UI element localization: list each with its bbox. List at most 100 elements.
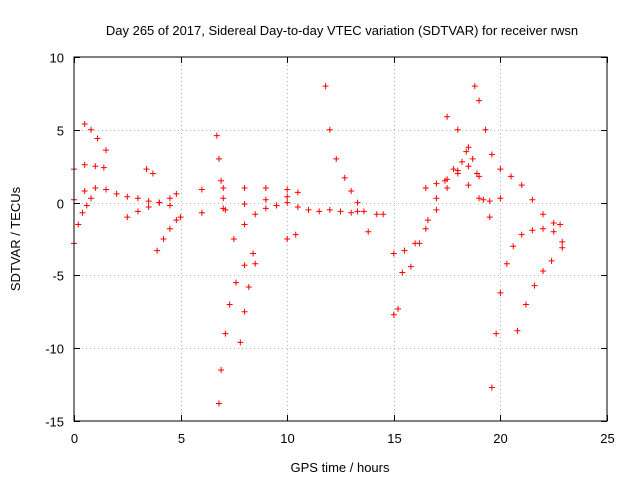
- data-point: [390, 250, 397, 257]
- data-point: [233, 279, 240, 286]
- x-tick-label: 20: [493, 431, 507, 446]
- data-point: [245, 284, 252, 291]
- data-point: [145, 198, 152, 205]
- data-point: [241, 262, 248, 269]
- data-point: [252, 211, 259, 218]
- data-point: [149, 170, 156, 177]
- data-point: [81, 120, 88, 127]
- tick-labels: 0 5 10 15 20 25 -15 -10 -5 0 5 10: [45, 51, 615, 447]
- x-tick-label: 15: [387, 431, 401, 446]
- data-point: [522, 301, 529, 308]
- data-point: [401, 247, 408, 254]
- data-point: [79, 209, 86, 216]
- x-tick-label: 25: [600, 431, 614, 446]
- data-point: [482, 126, 489, 133]
- data-point: [241, 185, 248, 192]
- y-tick-label: -5: [52, 269, 64, 284]
- data-point: [450, 166, 457, 173]
- series-arc-i: [177, 193, 291, 221]
- data-point: [488, 151, 495, 158]
- grid-lines: [74, 57, 607, 421]
- data-point: [284, 186, 291, 193]
- y-tick-label: 5: [57, 124, 64, 139]
- series-arc-w: [488, 225, 566, 391]
- series-arc-n: [284, 231, 299, 242]
- data-point: [559, 238, 566, 245]
- data-point: [486, 198, 493, 205]
- data-point: [124, 214, 131, 221]
- data-point: [373, 211, 380, 218]
- data-point: [465, 163, 472, 170]
- data-point: [218, 367, 225, 374]
- data-point: [92, 163, 99, 170]
- data-point: [252, 260, 259, 267]
- data-point: [380, 211, 387, 218]
- data-point: [326, 126, 333, 133]
- data-point: [220, 185, 227, 192]
- data-point: [213, 132, 220, 139]
- data-point: [273, 202, 280, 209]
- data-point: [497, 166, 504, 173]
- data-series: [71, 83, 566, 407]
- data-point: [88, 195, 95, 202]
- data-point: [124, 193, 131, 200]
- data-point: [173, 190, 180, 197]
- data-point: [422, 225, 429, 232]
- data-point: [465, 144, 472, 151]
- data-point: [198, 209, 205, 216]
- data-point: [292, 231, 299, 238]
- data-point: [510, 243, 517, 250]
- data-point: [390, 311, 397, 318]
- data-point: [407, 263, 414, 270]
- data-point: [81, 187, 88, 194]
- data-point: [215, 400, 222, 407]
- data-point: [550, 228, 557, 235]
- data-point: [365, 228, 372, 235]
- series-arc-a: [71, 195, 95, 247]
- series-arc-x: [514, 244, 566, 334]
- data-point: [92, 185, 99, 192]
- data-point: [540, 225, 547, 232]
- data-point: [497, 195, 504, 202]
- data-point: [463, 148, 470, 155]
- data-point: [294, 203, 301, 210]
- data-point: [433, 180, 440, 187]
- data-point: [422, 185, 429, 192]
- data-point: [488, 384, 495, 391]
- data-point: [540, 268, 547, 275]
- data-point: [156, 199, 163, 206]
- data-point: [198, 186, 205, 193]
- series-arc-c: [81, 120, 109, 154]
- series-arc-b: [71, 161, 107, 173]
- data-point: [333, 155, 340, 162]
- data-point: [262, 196, 269, 203]
- data-point: [134, 195, 141, 202]
- x-tick-label: 5: [178, 431, 185, 446]
- data-point: [262, 185, 269, 192]
- data-point: [518, 182, 525, 189]
- data-point: [354, 199, 361, 206]
- series-arc-m: [230, 199, 361, 242]
- data-point: [102, 147, 109, 154]
- data-point: [529, 196, 536, 203]
- data-point: [476, 97, 483, 104]
- data-point: [81, 161, 88, 168]
- series-arc-l: [237, 260, 259, 346]
- data-point: [284, 199, 291, 206]
- data-point: [503, 260, 510, 267]
- series-arc-v: [471, 83, 564, 228]
- data-point: [230, 236, 237, 242]
- y-tick-label: -10: [45, 342, 64, 357]
- data-point: [497, 289, 504, 296]
- data-point: [493, 330, 500, 337]
- data-point: [514, 327, 521, 334]
- y-axis-label: SDTVAR / TECUs: [8, 186, 23, 291]
- data-point: [177, 214, 184, 221]
- data-point: [154, 247, 161, 254]
- series-arc-h: [173, 185, 301, 197]
- data-point: [284, 193, 291, 200]
- data-point: [222, 330, 229, 337]
- data-point: [241, 201, 248, 208]
- data-point: [160, 236, 167, 242]
